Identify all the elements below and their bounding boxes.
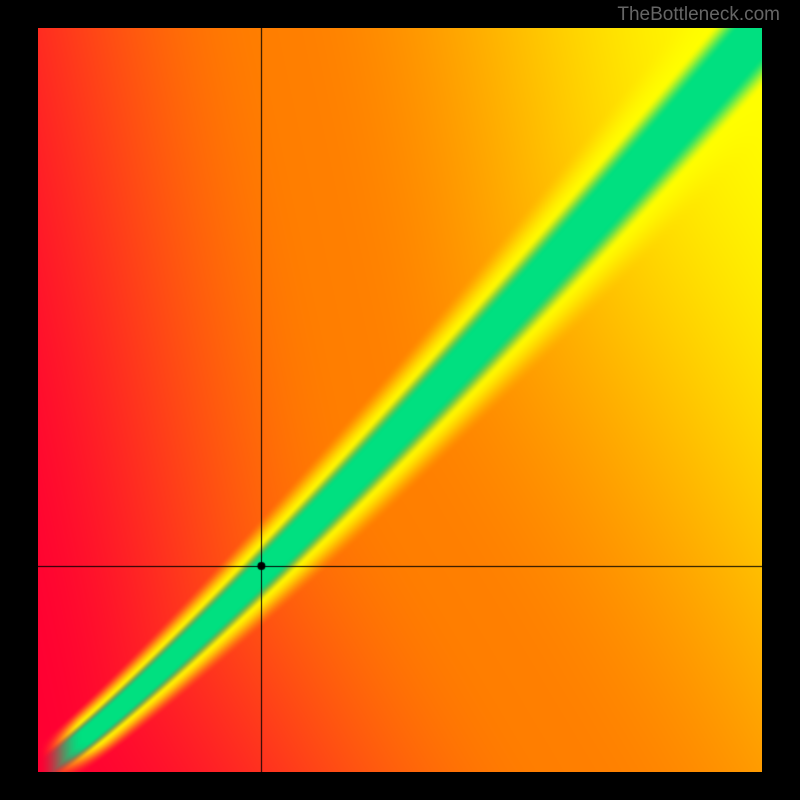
heatmap-plot [38, 28, 762, 772]
watermark-text: TheBottleneck.com [617, 4, 780, 26]
heatmap-canvas [38, 28, 762, 772]
